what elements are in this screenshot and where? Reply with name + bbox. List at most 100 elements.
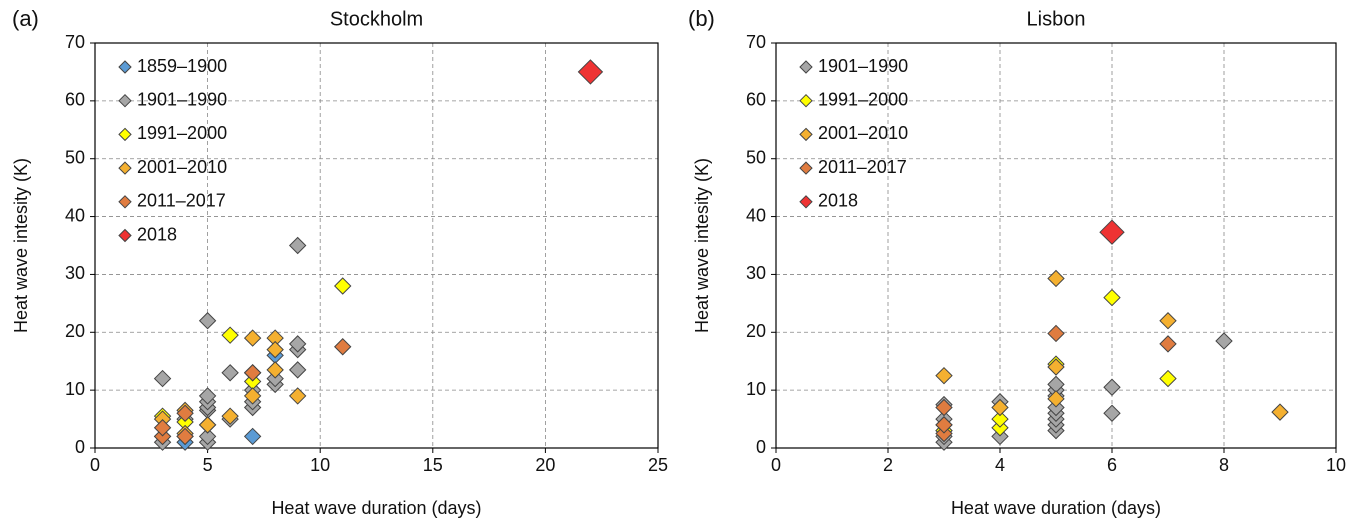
data-point bbox=[1047, 269, 1065, 288]
y-tick-label: 40 bbox=[746, 205, 766, 225]
x-tick-label: 0 bbox=[771, 455, 781, 475]
legend-label: 1991–2000 bbox=[818, 89, 908, 109]
data-point bbox=[243, 427, 262, 446]
legend-label: 1991–2000 bbox=[137, 123, 227, 143]
plot-frame bbox=[775, 42, 1337, 449]
data-point bbox=[991, 398, 1009, 417]
y-tick-label: 70 bbox=[746, 32, 766, 52]
data-point bbox=[266, 361, 284, 379]
legend-marker bbox=[799, 60, 813, 74]
data-point bbox=[935, 366, 953, 385]
x-axis-label: Heat wave duration (days) bbox=[951, 498, 1161, 518]
y-axis-label: Heat wave intesity (K) bbox=[692, 158, 712, 333]
data-point bbox=[1047, 324, 1065, 343]
y-axis-label: Heat wave intesity (K) bbox=[11, 158, 31, 333]
data-point bbox=[288, 387, 307, 405]
data-point bbox=[198, 387, 217, 405]
legend-marker bbox=[118, 228, 132, 243]
y-tick-label: 0 bbox=[75, 437, 85, 457]
data-point bbox=[221, 407, 239, 425]
x-tick-label: 6 bbox=[1107, 455, 1117, 475]
y-tick-label: 30 bbox=[65, 263, 85, 283]
chart-title: Lisbon bbox=[1027, 8, 1086, 30]
data-point bbox=[935, 416, 953, 434]
x-tick-label: 5 bbox=[203, 455, 213, 475]
chart-title: Stockholm bbox=[330, 8, 423, 30]
x-tick-label: 0 bbox=[90, 455, 100, 475]
x-tick-label: 10 bbox=[310, 455, 330, 475]
legend-label: 2018 bbox=[818, 191, 858, 211]
y-tick-label: 30 bbox=[746, 263, 766, 283]
data-point bbox=[243, 329, 262, 347]
legend-marker bbox=[799, 93, 813, 108]
plot-frame bbox=[94, 42, 659, 449]
data-point bbox=[1047, 358, 1065, 376]
y-tick-label: 20 bbox=[65, 321, 85, 341]
data-point bbox=[176, 427, 194, 446]
legend-label: 2011–2017 bbox=[818, 157, 907, 177]
y-tick-label: 70 bbox=[65, 32, 85, 52]
data-point bbox=[1271, 403, 1289, 421]
legend-marker bbox=[118, 161, 132, 175]
x-tick-label: 10 bbox=[1326, 455, 1346, 475]
data-point bbox=[243, 387, 262, 405]
data-point bbox=[334, 277, 352, 295]
y-tick-label: 50 bbox=[746, 147, 766, 167]
x-tick-label: 4 bbox=[995, 455, 1005, 475]
data-point bbox=[288, 335, 307, 353]
data-point bbox=[198, 427, 217, 446]
y-tick-label: 60 bbox=[746, 90, 766, 110]
data-point bbox=[1103, 378, 1121, 396]
y-tick-label: 40 bbox=[65, 205, 85, 225]
data-point bbox=[1159, 335, 1177, 353]
legend-marker bbox=[118, 195, 132, 209]
data-point bbox=[288, 361, 307, 379]
data-point bbox=[334, 338, 352, 356]
legend-label: 1901–1990 bbox=[818, 56, 908, 76]
data-point bbox=[221, 364, 239, 382]
legend-label: 2011–2017 bbox=[137, 191, 226, 211]
legend-label: 2001–2010 bbox=[818, 123, 908, 143]
x-tick-label: 25 bbox=[648, 455, 668, 475]
data-point bbox=[1159, 369, 1177, 388]
legend-marker bbox=[118, 127, 132, 142]
legend-marker bbox=[799, 195, 813, 209]
x-tick-label: 20 bbox=[535, 455, 555, 475]
data-point bbox=[221, 326, 239, 344]
data-point bbox=[1103, 288, 1121, 307]
data-point bbox=[1103, 404, 1121, 422]
y-tick-label: 0 bbox=[756, 437, 766, 457]
legend-marker bbox=[118, 93, 132, 108]
x-tick-label: 8 bbox=[1219, 455, 1229, 475]
y-tick-label: 20 bbox=[746, 321, 766, 341]
data-point bbox=[991, 410, 1009, 428]
data-point bbox=[243, 364, 262, 382]
data-point bbox=[266, 340, 284, 359]
data-point bbox=[1099, 219, 1125, 245]
data-point bbox=[198, 312, 217, 330]
data-point bbox=[577, 59, 604, 85]
legend-marker bbox=[799, 161, 813, 175]
panel-label: (b) bbox=[688, 6, 715, 31]
legend-label: 2001–2010 bbox=[137, 157, 227, 177]
data-point bbox=[153, 369, 172, 388]
x-tick-label: 15 bbox=[423, 455, 443, 475]
data-point bbox=[935, 398, 953, 417]
panel-label: (a) bbox=[12, 6, 39, 31]
legend-marker bbox=[799, 127, 813, 142]
legend-label: 1859–1900 bbox=[137, 56, 227, 76]
y-tick-label: 10 bbox=[65, 379, 85, 399]
x-tick-label: 2 bbox=[883, 455, 893, 475]
data-point bbox=[153, 419, 172, 437]
legend-label: 1901–1990 bbox=[137, 89, 227, 109]
data-point bbox=[1047, 390, 1065, 408]
legend-marker bbox=[118, 60, 132, 74]
data-point bbox=[198, 416, 217, 434]
data-point bbox=[1215, 332, 1233, 350]
legend-label: 2018 bbox=[137, 224, 177, 244]
y-tick-label: 10 bbox=[746, 379, 766, 399]
x-axis-label: Heat wave duration (days) bbox=[271, 498, 481, 518]
data-point bbox=[288, 236, 307, 255]
